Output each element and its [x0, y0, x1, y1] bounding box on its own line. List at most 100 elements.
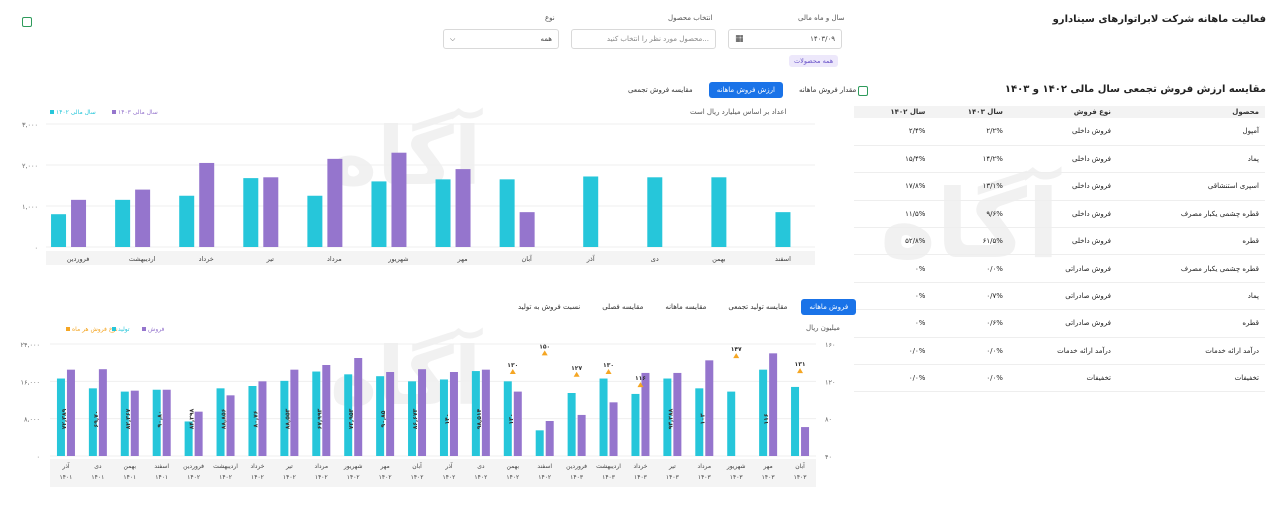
- bar-value-label: ۹۰,۸۰: [157, 411, 164, 428]
- table-cell: قطره: [1116, 309, 1265, 338]
- bar-production: [152, 389, 161, 456]
- product-select[interactable]: محصول مورد نظر را انتخاب کنید...: [571, 29, 716, 49]
- bar-1402: [775, 212, 791, 247]
- bar-sales: [98, 369, 107, 456]
- date-field[interactable]: ▦ ۱۴۰۳/۰۹: [728, 29, 842, 49]
- bottom-chart-tabs: فروش ماهانه مقایسه تولید تجمعی مقایسه ماها…: [510, 299, 857, 315]
- chart-tab[interactable]: مقایسه فصلی: [602, 303, 644, 311]
- rate-label: ۱۳۰: [603, 362, 614, 369]
- y-tick-label-left: ۸,۰۰۰: [24, 416, 40, 424]
- rate-label: ۱۱۶: [635, 375, 646, 382]
- bar-1403: [199, 162, 215, 247]
- chart-tab[interactable]: فروش ماهانه: [801, 299, 857, 315]
- bar-production: [567, 393, 576, 456]
- column-header: محصول: [1116, 106, 1265, 118]
- selected-products-tag[interactable]: همه محصولات: [789, 55, 839, 67]
- x-tick-label: تیر: [668, 463, 676, 470]
- bar-1402: [435, 179, 451, 247]
- bar-1403: [455, 169, 471, 247]
- export-icon[interactable]: [858, 86, 868, 96]
- bar-production: [695, 388, 704, 456]
- chart-tab[interactable]: ارزش فروش ماهانه: [708, 82, 783, 98]
- x-tick-label: ۱۴۰۲: [187, 474, 200, 481]
- bar-sales: [673, 372, 682, 456]
- bar-1402: [647, 177, 663, 247]
- x-tick-label: شهریور: [343, 463, 363, 470]
- x-tick-label: مهر: [379, 463, 389, 470]
- page-title: فعالیت ماهانه شرکت لابراتوارهای سینادارو: [1052, 14, 1266, 25]
- x-tick-label: بهمن: [507, 463, 520, 470]
- unit-label: میلیون ریال: [806, 324, 840, 332]
- legend-swatch: [142, 327, 146, 331]
- legend-swatch: [112, 327, 116, 331]
- bar-production: [280, 380, 289, 456]
- chart-tab[interactable]: مقایسه ماهانه: [665, 303, 707, 311]
- bar-production: [408, 381, 417, 456]
- bar-sales: [609, 402, 618, 456]
- x-tick-label: اسفند: [537, 463, 552, 470]
- table-cell: ۵۲/۸%: [854, 227, 932, 256]
- chart-tab[interactable]: مقایسه فروش تجمعی: [628, 86, 693, 94]
- x-tick-label: بهمن: [124, 463, 137, 470]
- x-tick-label: خرداد: [250, 463, 264, 470]
- x-tick-label: شهریور: [387, 255, 408, 263]
- top-chart-tabs: مقدار فروش ماهانه ارزش فروش ماهانه مقایسه …: [620, 82, 864, 98]
- table-cell: پماد: [1116, 282, 1265, 311]
- chart-tab[interactable]: مقایسه تولید تجمعی: [728, 303, 788, 311]
- rate-label: ۱۳۰: [507, 362, 518, 369]
- y-tick-label: ۳,۰۰۰: [22, 121, 38, 129]
- x-tick-label: ۱۴۰۲: [538, 474, 551, 481]
- table-cell: اسپری استنشاقی: [1116, 172, 1265, 201]
- chart-tab[interactable]: مقدار فروش ماهانه: [798, 86, 857, 94]
- table-cell: ۰%: [854, 282, 932, 311]
- bar-value-label: ۸۸,۸۵۶: [221, 408, 228, 429]
- bar-sales: [258, 381, 267, 456]
- legend-swatch: [50, 110, 54, 114]
- x-tick-label: دی: [651, 255, 659, 263]
- column-header: سال ۱۴۰۲: [854, 106, 932, 118]
- rate-marker: [733, 353, 740, 359]
- x-tick-label: ۱۴۰۳: [698, 474, 712, 481]
- table-cell: درآمد ارائه خدمات: [1008, 337, 1117, 366]
- chart-tab[interactable]: نسبت فروش به تولید: [518, 303, 581, 311]
- x-tick-label: ۱۴۰۱: [155, 474, 168, 481]
- y-tick-label: ۰: [35, 244, 39, 252]
- type-select[interactable]: ⌵ همه: [443, 29, 559, 49]
- bar-production: [216, 388, 225, 456]
- table-cell: ۱۳/۱%: [931, 172, 1009, 201]
- rate-marker: [797, 368, 804, 374]
- y-tick-label-right: ۸۰: [825, 416, 832, 424]
- bar-value-label: ۹۳,۲۸۸: [667, 408, 674, 429]
- table-row: قطره چشمی یکبار مصرف فروش صادراتی ۰/۰% ۰%: [854, 254, 1265, 283]
- table-cell: ۰/۰%: [931, 364, 1009, 393]
- x-tick-label: آبان: [521, 254, 533, 263]
- bar-production: [344, 374, 353, 456]
- x-tick-label: ۱۴۰۲: [443, 474, 456, 481]
- bar-sales: [194, 411, 203, 456]
- bar-sales: [130, 390, 139, 456]
- export-icon[interactable]: [22, 17, 32, 27]
- bar-1402: [51, 214, 67, 247]
- table-cell: فروش صادراتی: [1008, 309, 1117, 338]
- bar-1403: [263, 177, 279, 247]
- bar-sales: [226, 395, 235, 456]
- monthly-sales-production-chart: ۰ ۸,۰۰۰ ۱۶,۰۰۰ ۲۴,۰۰۰ ۴۰ ۸۰ ۱۲۰ ۱۶۰ نرخ فروش هر …: [20, 326, 835, 487]
- table-cell: ۱۷/۸%: [854, 172, 932, 201]
- x-tick-label: ۱۴۰۲: [219, 474, 232, 481]
- table-row: قطره فروش داخلی ۶۱/۵% ۵۲/۸%: [854, 227, 1265, 256]
- table-cell: قطره چشمی یکبار مصرف: [1116, 254, 1265, 283]
- table-row: آمپول فروش داخلی ۲/۲% ۲/۴%: [854, 118, 1265, 146]
- calendar-icon: ▦: [735, 34, 744, 44]
- rate-marker: [637, 382, 644, 388]
- table-cell: ۰/۰%: [931, 337, 1009, 366]
- legend-label: تولید: [118, 326, 130, 333]
- bar-sales: [641, 372, 650, 456]
- y-tick-label: ۱,۰۰۰: [22, 203, 38, 211]
- x-tick-label: تیر: [285, 463, 293, 470]
- table-cell: ۹/۶%: [931, 200, 1009, 229]
- bar-production: [120, 391, 129, 456]
- table-cell: ۰/۰%: [854, 364, 932, 393]
- rate-marker: [541, 350, 548, 356]
- bar-production: [471, 371, 480, 456]
- bar-production: [535, 430, 544, 456]
